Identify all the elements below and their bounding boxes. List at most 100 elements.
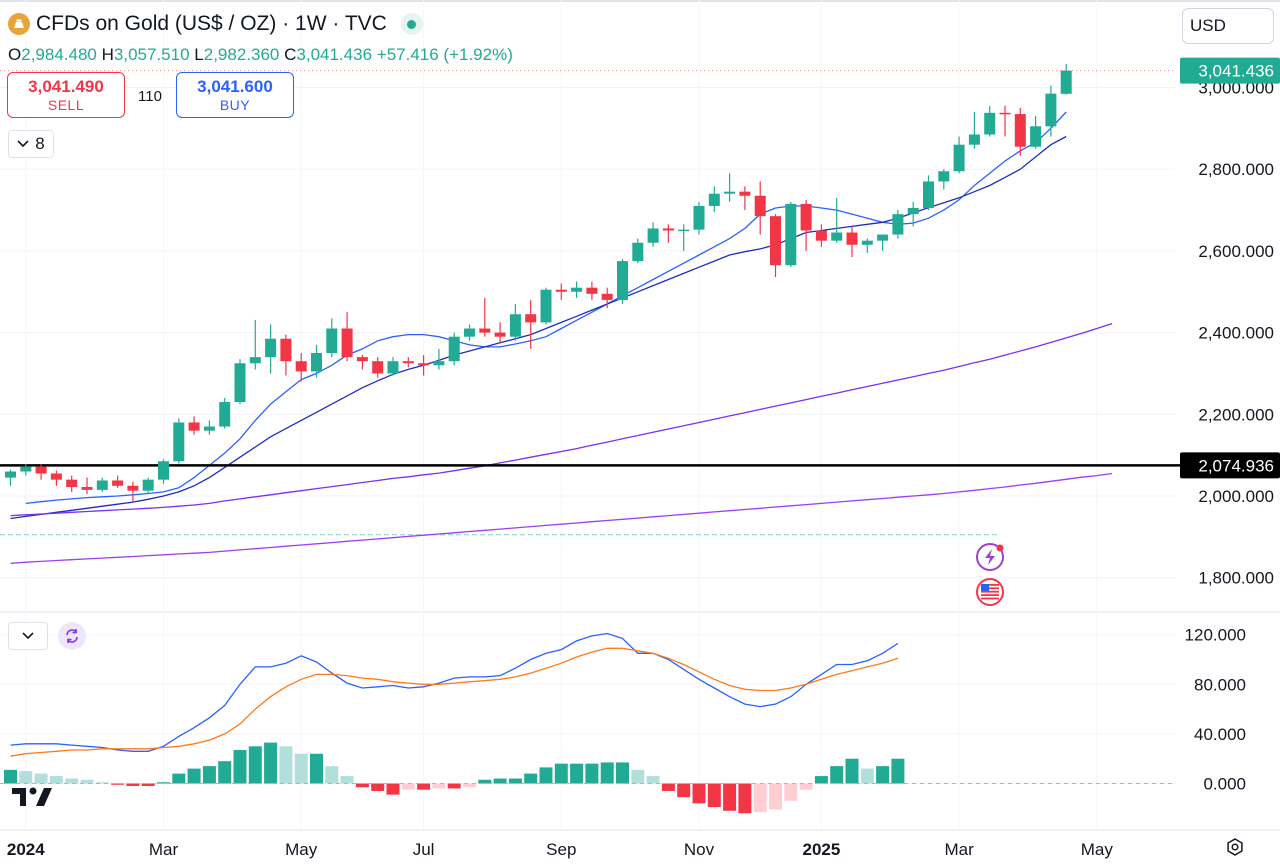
candle-body [494,332,506,337]
time-axis-label: Mar [149,840,179,859]
macd-histogram-bar [49,776,63,784]
candle-body [341,328,353,358]
candle-body [448,336,460,362]
macd-histogram-bar [371,783,385,791]
macd-histogram-bar [646,776,660,784]
macd-histogram-bar [80,779,94,784]
change-value: +57.416 (+1.92%) [376,45,513,64]
settings-hexagon [1227,838,1243,856]
time-axis-label: 2024 [7,840,45,859]
flag-stripe [981,584,999,586]
last-price-label: 3,041.436 [1198,62,1274,81]
macd-histogram-bar [539,767,553,784]
market-open-icon[interactable] [400,13,423,35]
price-axis-label: 2,800.000 [1198,160,1274,179]
candle-body [295,361,307,372]
price-axis-label: 1,800.000 [1198,569,1274,588]
macd-histogram-bar [126,783,140,786]
currency-selector[interactable]: USD [1182,8,1274,44]
macd-histogram-bar [799,783,813,790]
buy-price: 3,041.600 [197,77,273,96]
candle-body [953,144,965,172]
low-value: 2,982.360 [203,45,280,64]
macd-histogram-bar [95,782,109,784]
candle-body [861,240,873,245]
symbol-header: CFDs on Gold (US$ / OZ) · 1W · TVC [8,12,423,36]
candle-body [509,314,521,337]
macd-histogram-bar [600,762,614,784]
time-axis-label: Sep [546,840,576,859]
macd-histogram-bar [753,783,767,813]
sell-label: SELL [47,97,85,113]
macd-histogram-bar [111,783,125,785]
time-axis-label: Jul [413,840,435,859]
macd-histogram-bar [723,783,737,811]
settings-icon[interactable] [1227,838,1243,856]
buy-button[interactable]: 3,041.600 BUY [176,72,294,118]
open-value: 2,984.480 [21,45,97,64]
macd-histogram-bar [631,769,645,784]
candle-body [234,363,246,403]
moving-average-line [10,322,1113,517]
chevron-down-icon [22,632,34,640]
ohlc-values: O2,984.480 H3,057.510 L2,982.360 C3,041.… [8,45,513,65]
candle-body [387,361,399,374]
candle-body [356,357,368,362]
macd-axis-label: 120.000 [1185,626,1246,645]
top-border [0,0,1280,2]
candle-body [617,261,628,300]
macd-histogram-bar [738,783,752,814]
symbol-title[interactable]: CFDs on Gold (US$ / OZ) · 1W · TVC [36,12,387,35]
candle-body [800,203,812,231]
price-axis-label: 2,400.000 [1198,324,1274,343]
candle-body [35,466,47,474]
macd-histogram-bar [661,783,675,791]
candle-body [173,422,185,462]
macd-histogram-bar [845,758,859,784]
candle-body [739,191,751,196]
candle-body [662,228,674,231]
close-label: C [284,45,297,64]
lightning-event-icon [976,543,1004,571]
macd-histogram-bar [401,783,415,790]
macd-histogram-bar [570,763,584,784]
tradingview-logo-icon[interactable] [12,786,54,808]
refresh-indicator-button[interactable] [58,622,86,650]
candle-body [81,487,93,490]
buy-label: BUY [219,97,251,113]
high-value: 3,057.510 [113,45,190,64]
macd-histogram-bar [493,778,507,784]
candle-body [708,193,720,206]
macd-histogram-bar [432,783,446,789]
candle-body [66,479,78,488]
macd-histogram-bar [554,763,568,784]
indicator-count: 8 [35,134,45,153]
candle-body [770,216,781,266]
macd-histogram-bar [65,778,79,784]
candle-body [815,230,827,241]
candle-body [907,208,919,215]
close-value: 3,041.436 [296,45,373,64]
candle-body [464,328,475,337]
macd-pane-collapse-button[interactable] [8,622,48,650]
high-label: H [101,45,114,64]
macd-histogram-bar [891,758,905,784]
gold-logo-icon [8,13,30,35]
indicators-collapse-button[interactable]: 8 [8,130,54,158]
macd-axis-label: 80.000 [1194,675,1246,694]
candle-body [203,426,215,431]
lightning-bolt [985,549,995,565]
macd-axis-label: 0.000 [1203,775,1246,794]
sell-button[interactable]: 3,041.490 SELL [7,72,125,118]
candle-body [632,242,644,262]
flag-stripe [981,587,999,590]
candle-body [219,402,231,427]
macd-histogram-bar [218,761,232,784]
macd-histogram-bar [447,783,461,789]
candle-body [311,353,322,372]
us-flag-event-icon [976,578,1004,606]
candle-body [586,287,598,294]
macd-histogram-bar [340,776,354,784]
candle-body [20,466,32,472]
